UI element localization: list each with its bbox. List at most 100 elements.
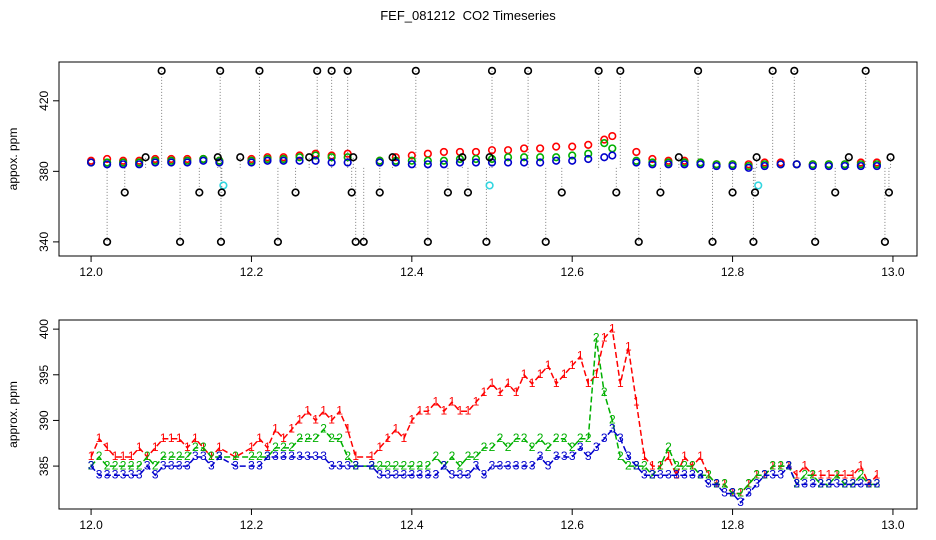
point-series-outliers	[291, 188, 300, 197]
point-series-3	[471, 158, 481, 167]
symbol-series-1: 1	[817, 467, 824, 481]
symbol-series-1: 1	[753, 467, 760, 481]
symbol-series-1: 1	[104, 440, 111, 454]
point-series-1	[608, 131, 617, 141]
symbol-series-2: 2	[120, 458, 127, 472]
point-series-outliers	[255, 66, 264, 75]
point-series-outliers	[557, 188, 566, 197]
symbol-series-3: 3	[328, 458, 335, 472]
symbol-series-3: 3	[529, 458, 536, 472]
symbol-series-1: 1	[280, 431, 287, 445]
symbol-series-2: 2	[681, 458, 688, 472]
point-series-3	[407, 160, 416, 169]
symbol-series-3: 3	[368, 458, 375, 472]
symbol-series-2: 2	[777, 458, 784, 472]
point-series-outliers	[728, 188, 737, 197]
symbol-series-3: 3	[673, 467, 680, 481]
symbol-series-1: 1	[641, 449, 648, 463]
symbol-series-1: 1	[801, 458, 808, 472]
point-series-3	[840, 161, 849, 171]
point-series-outliers	[103, 237, 112, 246]
symbol-series-2: 2	[216, 449, 223, 463]
point-series-3	[760, 161, 769, 171]
point-series-1	[536, 144, 545, 153]
point-series-outliers	[273, 237, 283, 246]
point-series-2	[519, 153, 529, 162]
symbol-series-1: 1	[160, 431, 167, 445]
point-series-outliers	[236, 153, 245, 162]
symbol-series-1: 1	[433, 394, 440, 408]
symbol-series-1: 1	[184, 440, 191, 454]
point-series-1	[568, 142, 577, 151]
symbol-series-1: 1	[553, 376, 560, 390]
symbol-series-3: 3	[657, 467, 664, 481]
symbol-series-2: 2	[761, 467, 768, 481]
point-series-1	[407, 151, 416, 160]
symbol-series-2: 2	[433, 449, 440, 463]
symbol-series-1: 1	[577, 349, 584, 363]
symbol-series-2: 2	[673, 458, 680, 472]
point-series-3	[552, 156, 561, 165]
point-series-3	[856, 161, 865, 171]
symbol-series-2: 2	[801, 467, 808, 481]
symbol-series-3: 3	[489, 458, 496, 472]
symbol-series-3: 3	[433, 467, 440, 481]
symbol-series-2: 2	[649, 467, 656, 481]
symbol-series-3: 3	[609, 422, 616, 436]
y-tick-label-bottom-2: 395	[37, 364, 51, 384]
symbol-series-3: 3	[216, 449, 223, 463]
symbol-series-2: 2	[168, 449, 175, 463]
symbol-series-3: 3	[256, 458, 263, 472]
symbol-series-2: 2	[88, 458, 95, 472]
symbol-series-2: 2	[521, 431, 528, 445]
symbol-series-3: 3	[336, 458, 343, 472]
point-series-outliers	[313, 66, 322, 75]
symbol-series-2: 2	[449, 449, 456, 463]
symbol-series-2: 2	[144, 449, 151, 463]
point-series-outliers	[693, 66, 703, 75]
point-series-3	[648, 160, 657, 169]
symbol-series-2: 2	[288, 440, 295, 454]
point-series-2	[608, 144, 617, 153]
symbol-series-2: 2	[384, 458, 391, 472]
y-axis-label-top: appox. ppm	[6, 128, 20, 191]
symbol-series-3: 3	[617, 431, 624, 445]
symbol-series-1: 1	[521, 367, 528, 381]
symbol-series-1: 1	[465, 403, 472, 417]
symbol-series-2: 2	[561, 431, 568, 445]
point-series-3	[247, 158, 256, 167]
symbol-series-1: 1	[296, 413, 303, 427]
symbol-series-2: 2	[465, 449, 472, 463]
symbol-series-3: 3	[537, 449, 544, 463]
symbol-series-3: 3	[352, 458, 359, 472]
symbol-series-1: 1	[697, 449, 704, 463]
point-series-1	[439, 147, 448, 157]
symbol-series-1: 1	[601, 330, 608, 344]
symbol-series-3: 3	[288, 449, 295, 463]
point-series-1	[519, 144, 529, 153]
symbol-series-2: 2	[416, 458, 423, 472]
point-series-outliers	[141, 153, 150, 162]
symbol-series-2: 2	[152, 458, 159, 472]
symbol-series-2: 2	[400, 458, 407, 472]
symbol-series-1: 1	[352, 449, 359, 463]
point-series-3	[295, 156, 304, 165]
symbol-series-1: 1	[513, 385, 520, 399]
symbol-series-2: 2	[825, 477, 832, 491]
symbol-series-1: 1	[689, 458, 696, 472]
symbol-series-1: 1	[264, 440, 271, 454]
symbol-series-3: 3	[866, 477, 873, 491]
symbol-series-3: 3	[497, 458, 504, 472]
point-series-outliers	[463, 188, 473, 197]
symbol-series-3: 3	[809, 477, 816, 491]
symbol-series-3: 3	[96, 467, 103, 481]
symbol-series-1: 1	[593, 367, 600, 381]
point-series-outliers	[634, 237, 643, 246]
symbol-series-2: 2	[721, 477, 728, 491]
symbol-series-1: 1	[441, 403, 448, 417]
symbol-series-3: 3	[841, 477, 848, 491]
symbol-series-3: 3	[152, 467, 159, 481]
point-series-2	[407, 156, 416, 165]
symbol-series-3: 3	[112, 467, 119, 481]
